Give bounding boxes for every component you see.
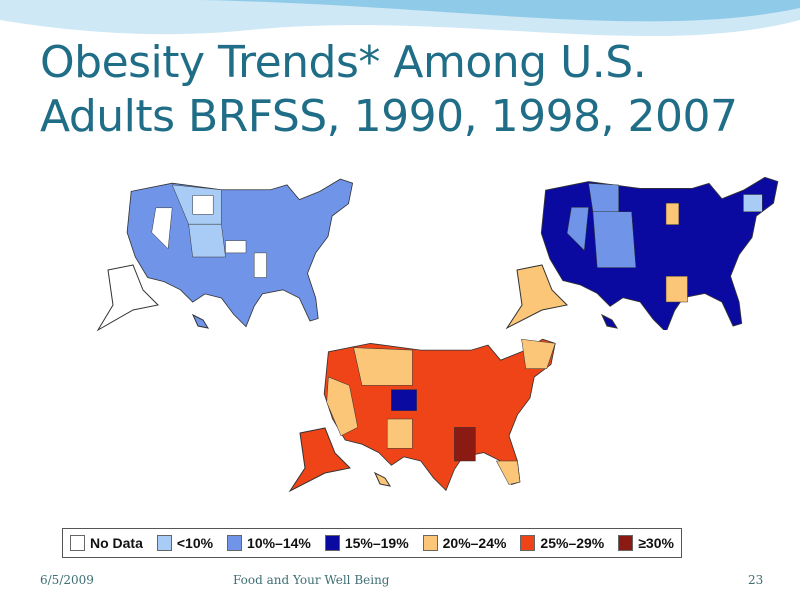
legend-swatch-10-14 <box>227 535 243 551</box>
slide-number: 23 <box>748 573 764 587</box>
legend-swatch-no-data <box>69 535 85 551</box>
slide-title: Obesity Trends* Among U.S. Adults BRFSS,… <box>40 36 738 144</box>
legend-swatch-25-29 <box>520 535 536 551</box>
legend-label: <10% <box>176 535 214 551</box>
legend-label: 10%–14% <box>247 535 311 551</box>
legend-item: <10% <box>156 535 214 551</box>
legend-swatch-gte30 <box>618 535 634 551</box>
map-legend: No Data <10% 10%–14% 15%–19% 20%–24% 25%… <box>62 528 682 558</box>
us-map-1990 <box>96 178 354 332</box>
legend-label: 15%–19% <box>344 535 409 551</box>
legend-swatch-lt10 <box>156 535 172 551</box>
legend-label: 20%–24% <box>442 535 507 551</box>
footer-title: Food and Your Well Being <box>233 573 390 587</box>
legend-label: ≥30% <box>638 535 674 551</box>
legend-swatch-20-24 <box>422 535 438 551</box>
legend-item: 10%–14% <box>227 535 311 551</box>
legend-label: 25%–29% <box>540 535 605 551</box>
legend-label: No Data <box>89 535 143 551</box>
us-map-1998 <box>505 176 779 330</box>
us-map-2007 <box>288 338 556 493</box>
legend-item: 25%–29% <box>520 535 604 551</box>
title-line-2: Adults BRFSS, 1990, 1998, 2007 <box>40 91 738 142</box>
footer-date: 6/5/2009 <box>40 573 94 587</box>
legend-item: ≥30% <box>618 535 674 551</box>
legend-item: 15%–19% <box>324 535 409 551</box>
header-wave-decoration <box>0 0 800 37</box>
legend-item: No Data <box>69 535 143 551</box>
legend-item: 20%–24% <box>422 535 507 551</box>
legend-swatch-15-19 <box>324 535 340 551</box>
title-line-1: Obesity Trends* Among U.S. <box>40 37 647 88</box>
